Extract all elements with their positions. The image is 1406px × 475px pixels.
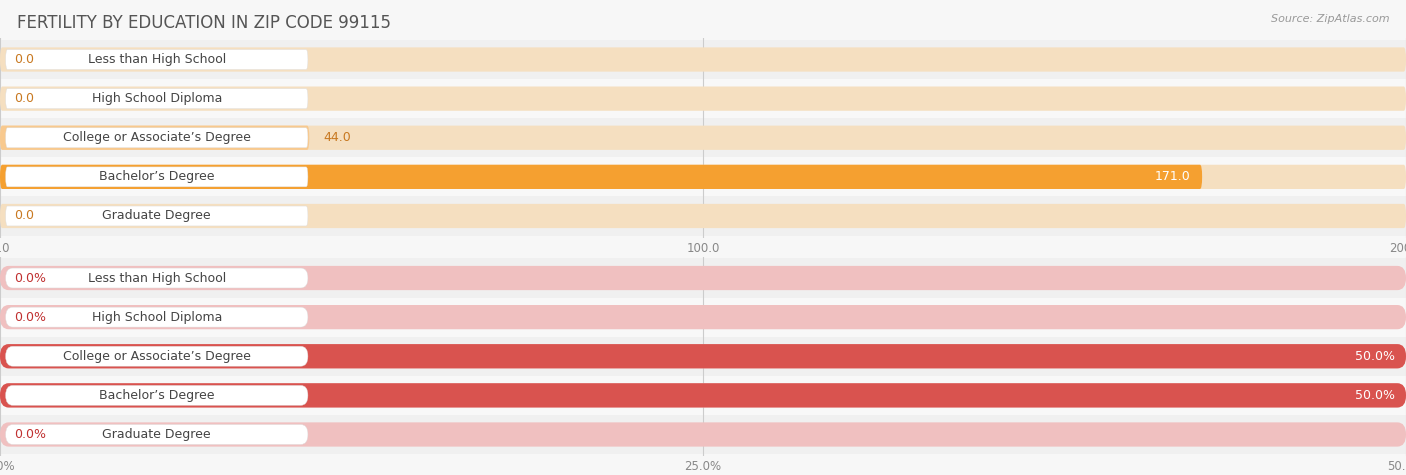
Text: High School Diploma: High School Diploma	[91, 311, 222, 323]
Bar	[0, 79, 1406, 118]
Text: Less than High School: Less than High School	[87, 53, 226, 66]
Text: High School Diploma: High School Diploma	[91, 92, 222, 105]
Text: Source: ZipAtlas.com: Source: ZipAtlas.com	[1271, 14, 1389, 24]
FancyBboxPatch shape	[6, 307, 308, 327]
Text: FERTILITY BY EDUCATION IN ZIP CODE 99115: FERTILITY BY EDUCATION IN ZIP CODE 99115	[17, 14, 391, 32]
Text: 0.0%: 0.0%	[14, 428, 46, 441]
Bar	[0, 40, 1406, 79]
FancyBboxPatch shape	[0, 86, 1406, 111]
FancyBboxPatch shape	[6, 49, 308, 69]
FancyBboxPatch shape	[0, 125, 1406, 150]
FancyBboxPatch shape	[0, 204, 1406, 228]
FancyBboxPatch shape	[6, 268, 308, 288]
Text: 0.0: 0.0	[14, 209, 34, 222]
Text: Bachelor’s Degree: Bachelor’s Degree	[98, 171, 215, 183]
FancyBboxPatch shape	[6, 128, 308, 148]
Text: Graduate Degree: Graduate Degree	[103, 428, 211, 441]
Bar	[0, 337, 1406, 376]
Text: Bachelor’s Degree: Bachelor’s Degree	[98, 389, 215, 402]
Text: 50.0%: 50.0%	[1355, 350, 1395, 363]
FancyBboxPatch shape	[6, 167, 308, 187]
Text: 50.0%: 50.0%	[1355, 389, 1395, 402]
FancyBboxPatch shape	[6, 385, 308, 405]
FancyBboxPatch shape	[0, 422, 1406, 446]
Text: 171.0: 171.0	[1156, 171, 1191, 183]
Bar	[0, 415, 1406, 454]
Text: College or Associate’s Degree: College or Associate’s Degree	[63, 131, 250, 144]
FancyBboxPatch shape	[6, 425, 308, 445]
FancyBboxPatch shape	[0, 344, 1406, 369]
FancyBboxPatch shape	[0, 48, 1406, 72]
FancyBboxPatch shape	[6, 89, 308, 109]
Text: Graduate Degree: Graduate Degree	[103, 209, 211, 222]
FancyBboxPatch shape	[0, 383, 1406, 408]
FancyBboxPatch shape	[0, 125, 309, 150]
FancyBboxPatch shape	[6, 206, 308, 226]
Text: 0.0: 0.0	[14, 92, 34, 105]
Text: 0.0%: 0.0%	[14, 272, 46, 285]
FancyBboxPatch shape	[0, 165, 1406, 189]
FancyBboxPatch shape	[0, 305, 1406, 329]
FancyBboxPatch shape	[0, 344, 1406, 369]
Text: Less than High School: Less than High School	[87, 272, 226, 285]
Bar	[0, 258, 1406, 297]
FancyBboxPatch shape	[0, 165, 1202, 189]
Bar	[0, 297, 1406, 337]
Bar	[0, 118, 1406, 157]
Bar	[0, 197, 1406, 236]
Text: College or Associate’s Degree: College or Associate’s Degree	[63, 350, 250, 363]
Text: 0.0%: 0.0%	[14, 311, 46, 323]
FancyBboxPatch shape	[0, 383, 1406, 408]
FancyBboxPatch shape	[0, 266, 1406, 290]
FancyBboxPatch shape	[6, 346, 308, 366]
Bar	[0, 157, 1406, 197]
Text: 0.0: 0.0	[14, 53, 34, 66]
Text: 44.0: 44.0	[323, 131, 352, 144]
Bar	[0, 376, 1406, 415]
